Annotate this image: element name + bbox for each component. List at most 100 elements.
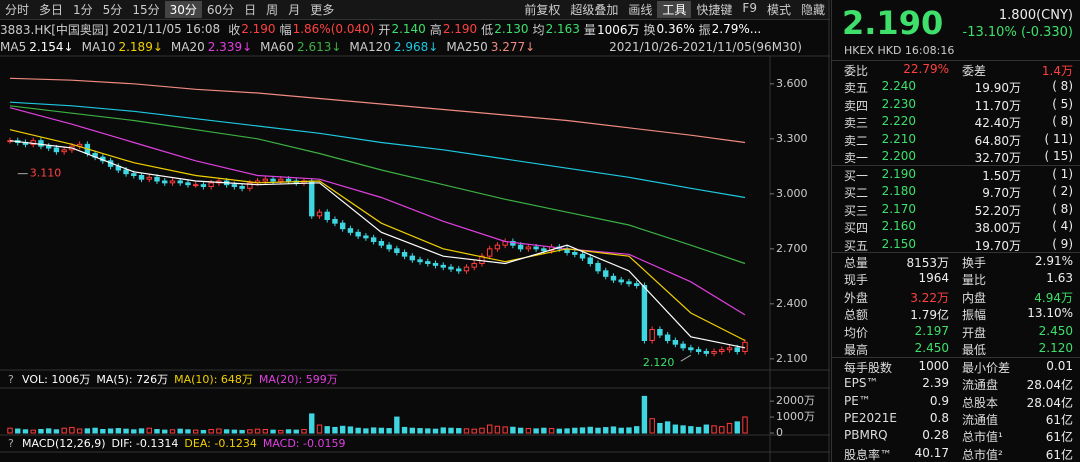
period-tab[interactable]: 分时: [5, 3, 30, 17]
panel-icon: ?: [8, 373, 14, 386]
quote-row: 卖三 2.220 42.40万 ( 8): [832, 112, 1080, 130]
y-tick-label: 1000万: [776, 410, 815, 423]
row-value: 2.39: [922, 376, 949, 391]
tool-button[interactable]: 隐藏: [800, 3, 825, 17]
volume-bar: [15, 428, 21, 434]
volume-bar: [69, 426, 75, 434]
row-label: PE™: [844, 393, 871, 408]
candle: [177, 180, 183, 184]
chart: 3.600 3.300 3.000 2.700 2.400 2.100 3.110 2.120…: [0, 0, 830, 462]
ma-label: MA250: [446, 40, 488, 54]
volume-bar: [479, 427, 485, 434]
volume-bar: [293, 429, 299, 434]
ma-line: [9, 77, 746, 144]
candle: [657, 329, 663, 336]
period-tab[interactable]: 15分: [132, 3, 160, 17]
row-value: 2.230: [881, 96, 916, 111]
candle: [208, 182, 214, 187]
vol-header: MA(5): 726万: [96, 373, 168, 386]
candle: [572, 252, 578, 255]
volume-bar: [494, 425, 501, 434]
quote-row: PE™ 0.9 总股本 28.04亿: [832, 392, 1080, 410]
row-value: 0.28: [922, 428, 949, 443]
volume-bar: [633, 426, 640, 434]
tool-button[interactable]: F9: [742, 1, 757, 15]
candle: [456, 268, 462, 272]
field-value: 1006万: [596, 22, 640, 37]
tool-button[interactable]: 快捷键: [696, 3, 733, 17]
volume-bar: [726, 422, 733, 434]
tool-button[interactable]: 工具: [657, 1, 692, 18]
row-label: 量比: [962, 273, 987, 288]
period-tab[interactable]: 月: [288, 3, 301, 17]
y-tick-label: 2.400: [776, 297, 808, 310]
row-value: 32.70万: [974, 151, 1021, 166]
period-tab[interactable]: 60分: [206, 3, 235, 17]
period-tab[interactable]: 多日: [39, 3, 64, 17]
quote-row: 买一 2.190 1.50万 ( 1): [832, 164, 1080, 183]
candle: [332, 219, 338, 224]
ma-value: 2.189↓: [118, 40, 163, 54]
tool-button[interactable]: 超级叠加: [570, 3, 619, 17]
volume-bar: [76, 428, 83, 434]
volume-bar: [301, 428, 307, 434]
period-tab[interactable]: 30分: [164, 1, 202, 18]
row-value: ( 2): [1052, 184, 1073, 199]
volume-bar: [471, 428, 477, 434]
row-label: 卖五: [844, 81, 869, 96]
volume-bar: [486, 424, 493, 434]
y-tick-label: 2000万: [776, 394, 815, 407]
ma-value: 2.613↓: [297, 40, 342, 54]
field-label: 高: [429, 22, 442, 37]
annotation: 3.110: [30, 167, 61, 180]
quote-line: 3883.HK[中国奥园] 2021/11/05 16:08 收 2.190 幅 1.…: [0, 20, 830, 38]
candle: [734, 347, 740, 353]
row-label: 卖二: [844, 133, 869, 148]
volume-bar: [22, 429, 29, 434]
candle: [278, 178, 284, 182]
quote-row: 委比 22.79% 委差 1.4万: [832, 60, 1080, 78]
volume-bar: [409, 427, 416, 434]
tool-button[interactable]: 模式: [766, 3, 791, 17]
candle: [45, 145, 52, 149]
candle: [200, 184, 207, 188]
volume-bar: [239, 429, 245, 434]
quote-row: 外盘 3.22万 内盘 4.94万: [832, 287, 1080, 305]
macd-header: MACD(12,26,9): [22, 437, 106, 450]
volume-bar: [45, 428, 52, 434]
period-tab[interactable]: 更多: [310, 3, 335, 17]
volume-bar: [448, 427, 454, 434]
row-label: 内盘: [962, 290, 987, 305]
row-label: 总市值²: [962, 447, 1003, 462]
ma-line: [9, 105, 746, 265]
volume-bar: [425, 428, 431, 434]
volume-bar: [7, 427, 13, 434]
candle: [38, 140, 44, 147]
row-label: 买五: [844, 238, 869, 253]
candle: [587, 257, 593, 264]
quote-row: EPS™ 2.39 流通盘 28.04亿: [832, 374, 1080, 392]
row-label: 总市值¹: [962, 430, 1003, 445]
row-value: 2.220: [881, 114, 916, 129]
period-tab[interactable]: 1分: [73, 3, 93, 17]
candle: [386, 244, 392, 250]
volume-bar: [278, 429, 284, 434]
field-label: 均: [532, 22, 545, 37]
candle: [525, 246, 532, 250]
volume-bar: [734, 421, 740, 434]
period-tab[interactable]: 日: [244, 3, 257, 17]
row-label: 现手: [844, 273, 869, 288]
period-tab[interactable]: 周: [266, 3, 279, 17]
ma-value: 2.154↓: [29, 40, 74, 54]
period-tab[interactable]: 5分: [102, 3, 123, 17]
volume-bar: [208, 428, 214, 434]
candle: [633, 283, 640, 286]
volume-bar: [200, 429, 207, 434]
prev-close: 1.800(CNY): [998, 8, 1073, 23]
tool-button[interactable]: 画线: [628, 3, 653, 17]
candle: [316, 211, 323, 217]
quote-row: 买二 2.180 9.70万 ( 2): [832, 182, 1080, 200]
row-label: 流通盘: [962, 378, 999, 393]
tool-button[interactable]: 前复权: [524, 3, 561, 17]
candle: [641, 285, 648, 341]
